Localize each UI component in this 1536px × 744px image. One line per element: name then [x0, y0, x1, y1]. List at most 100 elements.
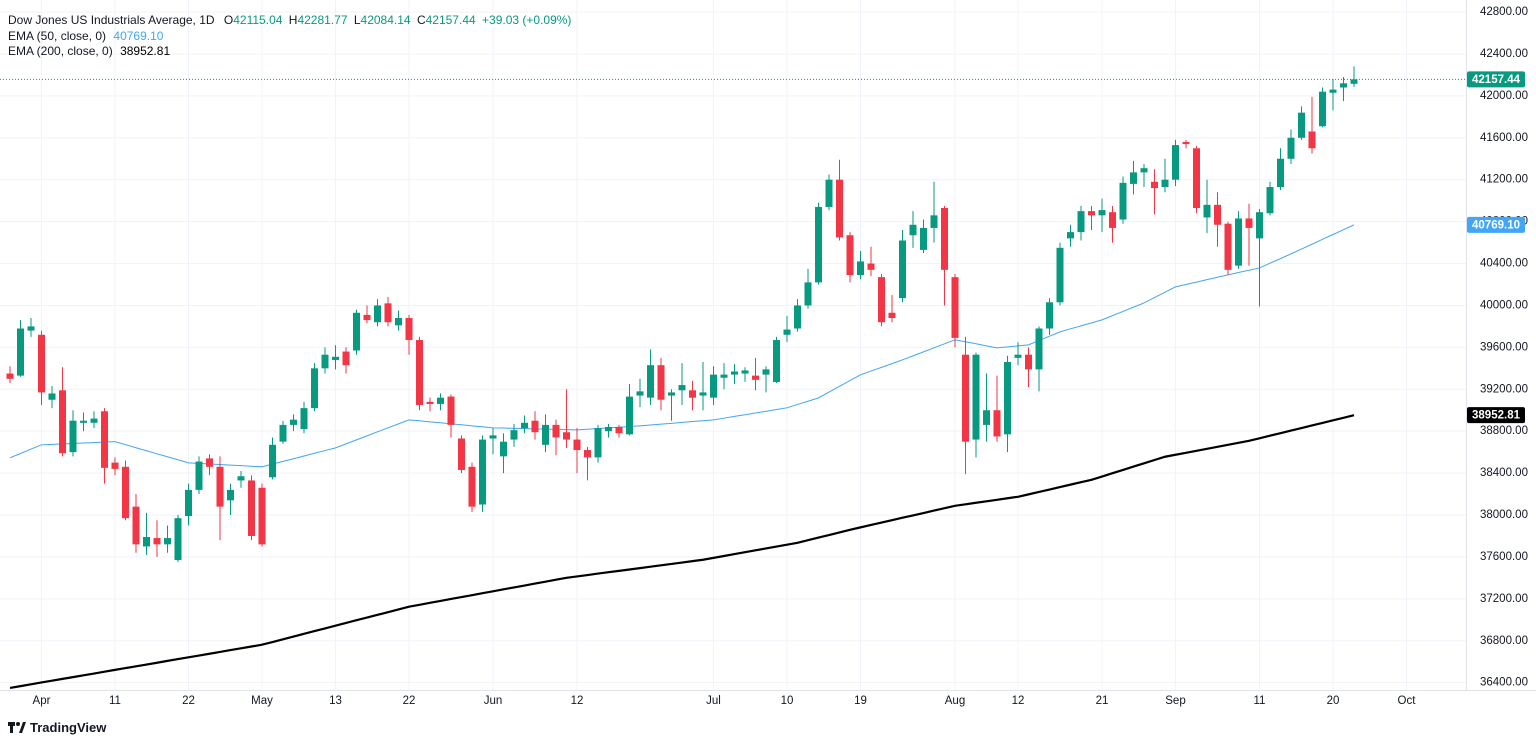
- candle-body: [48, 393, 56, 400]
- candle-body: [237, 476, 245, 481]
- symbol-title: Dow Jones US Industrials Average, 1D: [8, 13, 215, 27]
- candle-body: [710, 374, 717, 398]
- candle-body: [1350, 79, 1358, 84]
- candle-body: [857, 261, 864, 276]
- candle-body: [1193, 148, 1200, 208]
- candle-body: [1224, 223, 1232, 270]
- candle-body: [1182, 141, 1190, 145]
- candle-body: [762, 369, 770, 375]
- candle-body: [605, 426, 612, 432]
- candle-body: [825, 179, 833, 207]
- candle-body: [878, 277, 885, 323]
- candle-body: [1172, 145, 1179, 180]
- indicator-legend: EMA (200, close, 0) 38952.81: [8, 44, 170, 58]
- candle-body: [1287, 137, 1295, 159]
- candle-body: [269, 444, 276, 478]
- candle-body: [972, 354, 980, 440]
- x-tick-label: 12: [571, 695, 584, 707]
- candle-body: [90, 418, 98, 423]
- candle-body: [195, 461, 203, 490]
- candle-body: [17, 328, 24, 376]
- y-tick-label: 39600.00: [1480, 341, 1528, 353]
- candle-body: [668, 392, 675, 396]
- x-tick-label: Sep: [1165, 695, 1185, 707]
- candle-body: [899, 240, 906, 299]
- candle-body: [248, 480, 255, 536]
- candle-body: [1277, 158, 1284, 188]
- candle-body: [405, 318, 413, 341]
- candle-body: [1098, 210, 1106, 216]
- candle-body: [594, 428, 602, 458]
- x-tick-label: 10: [781, 695, 794, 707]
- candle-body: [416, 340, 423, 405]
- candle-body: [867, 263, 875, 270]
- candle-body: [689, 390, 696, 398]
- candle-body: [647, 365, 654, 398]
- candle-body: [836, 179, 843, 238]
- candle-body: [143, 537, 150, 547]
- candle-body: [279, 424, 287, 442]
- y-tick-label: 41600.00: [1480, 132, 1528, 144]
- x-tick-label: Oct: [1398, 695, 1417, 707]
- candle-body: [1214, 204, 1221, 225]
- candle-body: [731, 371, 738, 375]
- candle-body: [164, 538, 171, 545]
- y-tick-label: 40400.00: [1480, 258, 1528, 270]
- y-tick-label: 42000.00: [1480, 90, 1528, 102]
- indicator-name: EMA (50, close, 0): [8, 29, 106, 43]
- candle-body: [941, 207, 948, 270]
- candle-body: [80, 420, 87, 423]
- candle-body: [510, 430, 518, 440]
- indicator-legend: EMA (50, close, 0) 40769.10: [8, 29, 164, 43]
- indicator-label: 38952.81: [1472, 410, 1521, 422]
- candle-body: [185, 489, 192, 517]
- candle-body: [657, 365, 665, 400]
- candle-body: [1340, 83, 1347, 88]
- y-tick-label: 36400.00: [1480, 677, 1528, 689]
- indicator-label-box: [1467, 407, 1525, 424]
- candle-body: [227, 489, 234, 501]
- candle-body: [752, 375, 759, 380]
- x-tick-label: May: [251, 695, 273, 707]
- candle-body: [951, 277, 959, 338]
- candle-body: [38, 334, 45, 393]
- change-value: +39.03 (+0.09%): [482, 13, 571, 27]
- candle-body: [447, 396, 455, 425]
- candle-body: [216, 466, 224, 507]
- candle-body: [920, 227, 927, 250]
- candle-body: [1308, 131, 1316, 149]
- axis-layer: 36400.00 36800.00 37200.00 37600.00 38000.00…: [33, 6, 1528, 707]
- candle-body: [888, 312, 896, 319]
- candle-body: [993, 410, 1001, 437]
- indicator-name: EMA (200, close, 0): [8, 44, 113, 58]
- indicator-value: 40769.10: [113, 29, 163, 43]
- logo-icon-part: [10, 722, 13, 733]
- candle-body: [468, 466, 476, 507]
- candle-body: [930, 215, 938, 228]
- y-tick-label: 36800.00: [1480, 635, 1528, 647]
- y-tick-label: 40000.00: [1480, 299, 1528, 311]
- candle-body: [153, 538, 161, 545]
- y-tick-label: 37600.00: [1480, 551, 1528, 563]
- logo-icon-part: [16, 722, 20, 726]
- candle-body: [1256, 212, 1263, 239]
- candle-body: [332, 356, 339, 360]
- x-tick-label: Aug: [945, 695, 965, 707]
- candle-body: [699, 392, 707, 396]
- candle-body: [489, 435, 497, 439]
- candle-body: [1088, 211, 1095, 216]
- candle-body: [794, 305, 801, 329]
- candle-body: [437, 397, 444, 404]
- y-tick-label: 38800.00: [1480, 425, 1528, 437]
- candle-body: [1298, 112, 1305, 138]
- x-tick-label: Jun: [484, 695, 503, 707]
- candle-body: [500, 441, 507, 457]
- candle-body: [962, 354, 969, 442]
- candle-body: [615, 426, 623, 434]
- candle-body: [122, 466, 129, 519]
- candle-body: [542, 424, 549, 445]
- candle-body: [59, 390, 66, 454]
- candle-body: [1067, 232, 1074, 239]
- indicator-label-box: [1467, 216, 1525, 233]
